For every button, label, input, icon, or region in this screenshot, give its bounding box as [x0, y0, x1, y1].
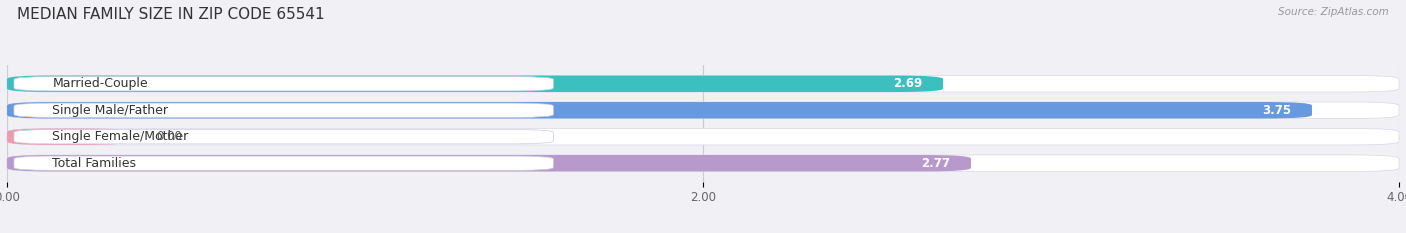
FancyBboxPatch shape: [7, 155, 1399, 171]
Text: Single Female/Mother: Single Female/Mother: [52, 130, 188, 143]
FancyBboxPatch shape: [7, 102, 1399, 118]
Text: 3.75: 3.75: [1263, 104, 1291, 117]
Text: 0.00: 0.00: [156, 130, 183, 143]
Text: Source: ZipAtlas.com: Source: ZipAtlas.com: [1278, 7, 1389, 17]
FancyBboxPatch shape: [14, 156, 554, 170]
FancyBboxPatch shape: [7, 75, 1399, 92]
Text: Total Families: Total Families: [52, 157, 136, 170]
Text: 2.69: 2.69: [893, 77, 922, 90]
Text: Married-Couple: Married-Couple: [52, 77, 148, 90]
Text: 2.77: 2.77: [921, 157, 950, 170]
FancyBboxPatch shape: [7, 75, 943, 92]
FancyBboxPatch shape: [14, 77, 554, 91]
FancyBboxPatch shape: [14, 130, 554, 144]
FancyBboxPatch shape: [7, 155, 972, 171]
Text: Single Male/Father: Single Male/Father: [52, 104, 169, 117]
Text: MEDIAN FAMILY SIZE IN ZIP CODE 65541: MEDIAN FAMILY SIZE IN ZIP CODE 65541: [17, 7, 325, 22]
FancyBboxPatch shape: [14, 103, 554, 117]
FancyBboxPatch shape: [7, 129, 1399, 145]
FancyBboxPatch shape: [7, 129, 129, 145]
FancyBboxPatch shape: [7, 102, 1312, 118]
